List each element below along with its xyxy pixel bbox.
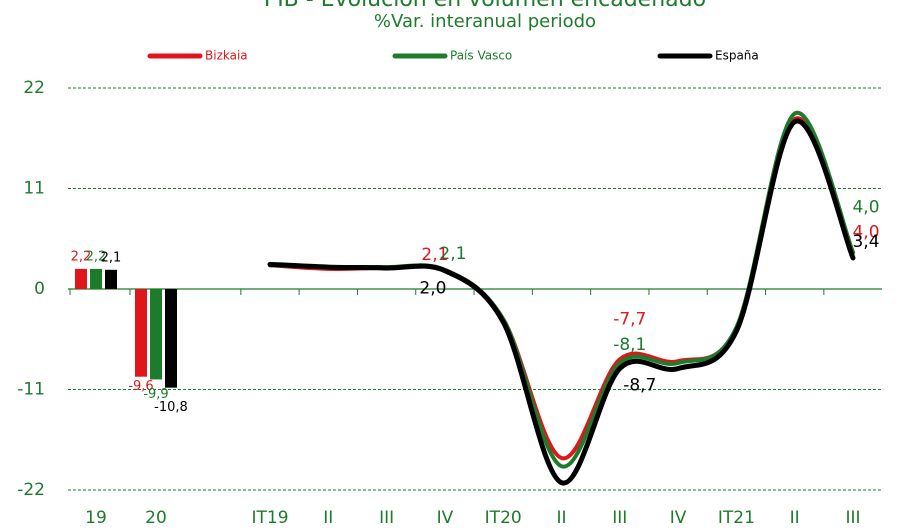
y-tick-label: -22 <box>17 480 45 500</box>
data-label: 4,0 <box>852 197 879 217</box>
data-label: 3,4 <box>852 232 879 252</box>
legend-label: España <box>715 49 759 63</box>
x-tick-label: 20 <box>145 508 167 528</box>
y-tick-label: -11 <box>17 380 45 400</box>
data-label: 2,1 <box>439 244 466 264</box>
data-label: 2,2 <box>71 249 92 264</box>
data-label: -9,9 <box>143 387 168 402</box>
x-tick-label: 19 <box>85 508 107 528</box>
y-tick-label: 22 <box>23 78 45 98</box>
data-label: 4,0 <box>852 222 879 242</box>
bar <box>165 289 177 388</box>
data-label: 2,1 <box>421 245 448 265</box>
y-tick-label: 11 <box>23 179 45 199</box>
bar <box>90 268 102 289</box>
x-tick-label: IT19 <box>251 508 288 528</box>
x-tick-label: II <box>323 508 333 528</box>
x-tick-label: IV <box>437 508 454 528</box>
x-tick-label: II <box>556 508 566 528</box>
x-tick-label: II <box>790 508 800 528</box>
bar <box>105 269 117 289</box>
x-tick-label: IV <box>670 508 687 528</box>
data-label: -7,7 <box>613 309 646 329</box>
x-tick-label: III <box>845 508 860 528</box>
data-label: 2,1 <box>101 250 122 265</box>
data-label: -9,6 <box>128 379 153 394</box>
data-label: -8,1 <box>613 335 646 355</box>
data-label: 2,2 <box>86 249 107 264</box>
bar <box>135 289 147 377</box>
data-label: -8,7 <box>623 375 656 395</box>
bar <box>150 289 162 380</box>
chart-subtitle: %Var. interanual periodo <box>374 11 596 32</box>
bar <box>75 268 87 289</box>
x-tick-label: III <box>379 508 394 528</box>
legend-label: Bizkaia <box>205 49 248 63</box>
line <box>268 116 855 461</box>
line <box>267 118 856 486</box>
x-tick-label: IT21 <box>718 508 755 528</box>
x-tick-label: IT20 <box>485 508 522 528</box>
chart-title: PIB - Evolución en volumen encadenado <box>264 0 706 12</box>
legend-label: País Vasco <box>450 49 512 63</box>
x-tick-label: III <box>612 508 627 528</box>
data-label: 2,0 <box>419 279 446 299</box>
data-label: -10,8 <box>154 400 188 415</box>
y-tick-label: 0 <box>34 279 45 299</box>
